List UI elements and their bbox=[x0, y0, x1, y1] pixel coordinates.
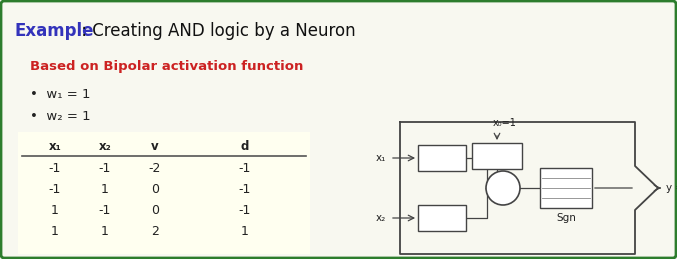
Text: 1: 1 bbox=[51, 204, 59, 217]
Text: -1: -1 bbox=[239, 162, 251, 175]
Text: : Creating AND logic by a Neuron: : Creating AND logic by a Neuron bbox=[76, 22, 355, 40]
Text: 0: 0 bbox=[151, 204, 159, 217]
Text: -2: -2 bbox=[149, 162, 161, 175]
Text: Sgn: Sgn bbox=[556, 213, 576, 223]
Text: -1: -1 bbox=[49, 183, 61, 196]
Text: Based on Bipolar activation function: Based on Bipolar activation function bbox=[30, 60, 303, 73]
Text: W₂: W₂ bbox=[434, 213, 450, 223]
Text: Σ: Σ bbox=[499, 181, 507, 195]
Text: v: v bbox=[151, 140, 159, 153]
Text: Example: Example bbox=[14, 22, 93, 40]
Text: x₂: x₂ bbox=[99, 140, 112, 153]
Text: •  w₂ = 1: • w₂ = 1 bbox=[30, 110, 91, 123]
FancyBboxPatch shape bbox=[418, 145, 466, 171]
Text: x₂: x₂ bbox=[376, 213, 387, 223]
Text: x₀=1: x₀=1 bbox=[493, 118, 517, 128]
FancyBboxPatch shape bbox=[18, 132, 310, 254]
Text: -1: -1 bbox=[99, 204, 111, 217]
Text: -1: -1 bbox=[239, 183, 251, 196]
Text: W₀: W₀ bbox=[489, 151, 505, 161]
Circle shape bbox=[486, 171, 520, 205]
Text: -1: -1 bbox=[239, 204, 251, 217]
FancyBboxPatch shape bbox=[472, 143, 522, 169]
Text: x₁: x₁ bbox=[376, 153, 387, 163]
Text: 1: 1 bbox=[241, 225, 249, 238]
Text: 2: 2 bbox=[151, 225, 159, 238]
Text: •  w₁ = 1: • w₁ = 1 bbox=[30, 88, 91, 101]
Text: y = x1 and x2: y = x1 and x2 bbox=[666, 183, 677, 193]
Text: 1: 1 bbox=[51, 225, 59, 238]
Text: x₁: x₁ bbox=[49, 140, 62, 153]
Text: 1: 1 bbox=[101, 225, 109, 238]
FancyBboxPatch shape bbox=[540, 168, 592, 208]
Text: W₁: W₁ bbox=[434, 153, 450, 163]
Text: 0: 0 bbox=[151, 183, 159, 196]
Text: d: d bbox=[241, 140, 249, 153]
Text: 1: 1 bbox=[101, 183, 109, 196]
Text: -1: -1 bbox=[49, 162, 61, 175]
FancyBboxPatch shape bbox=[418, 205, 466, 231]
Text: -1: -1 bbox=[99, 162, 111, 175]
